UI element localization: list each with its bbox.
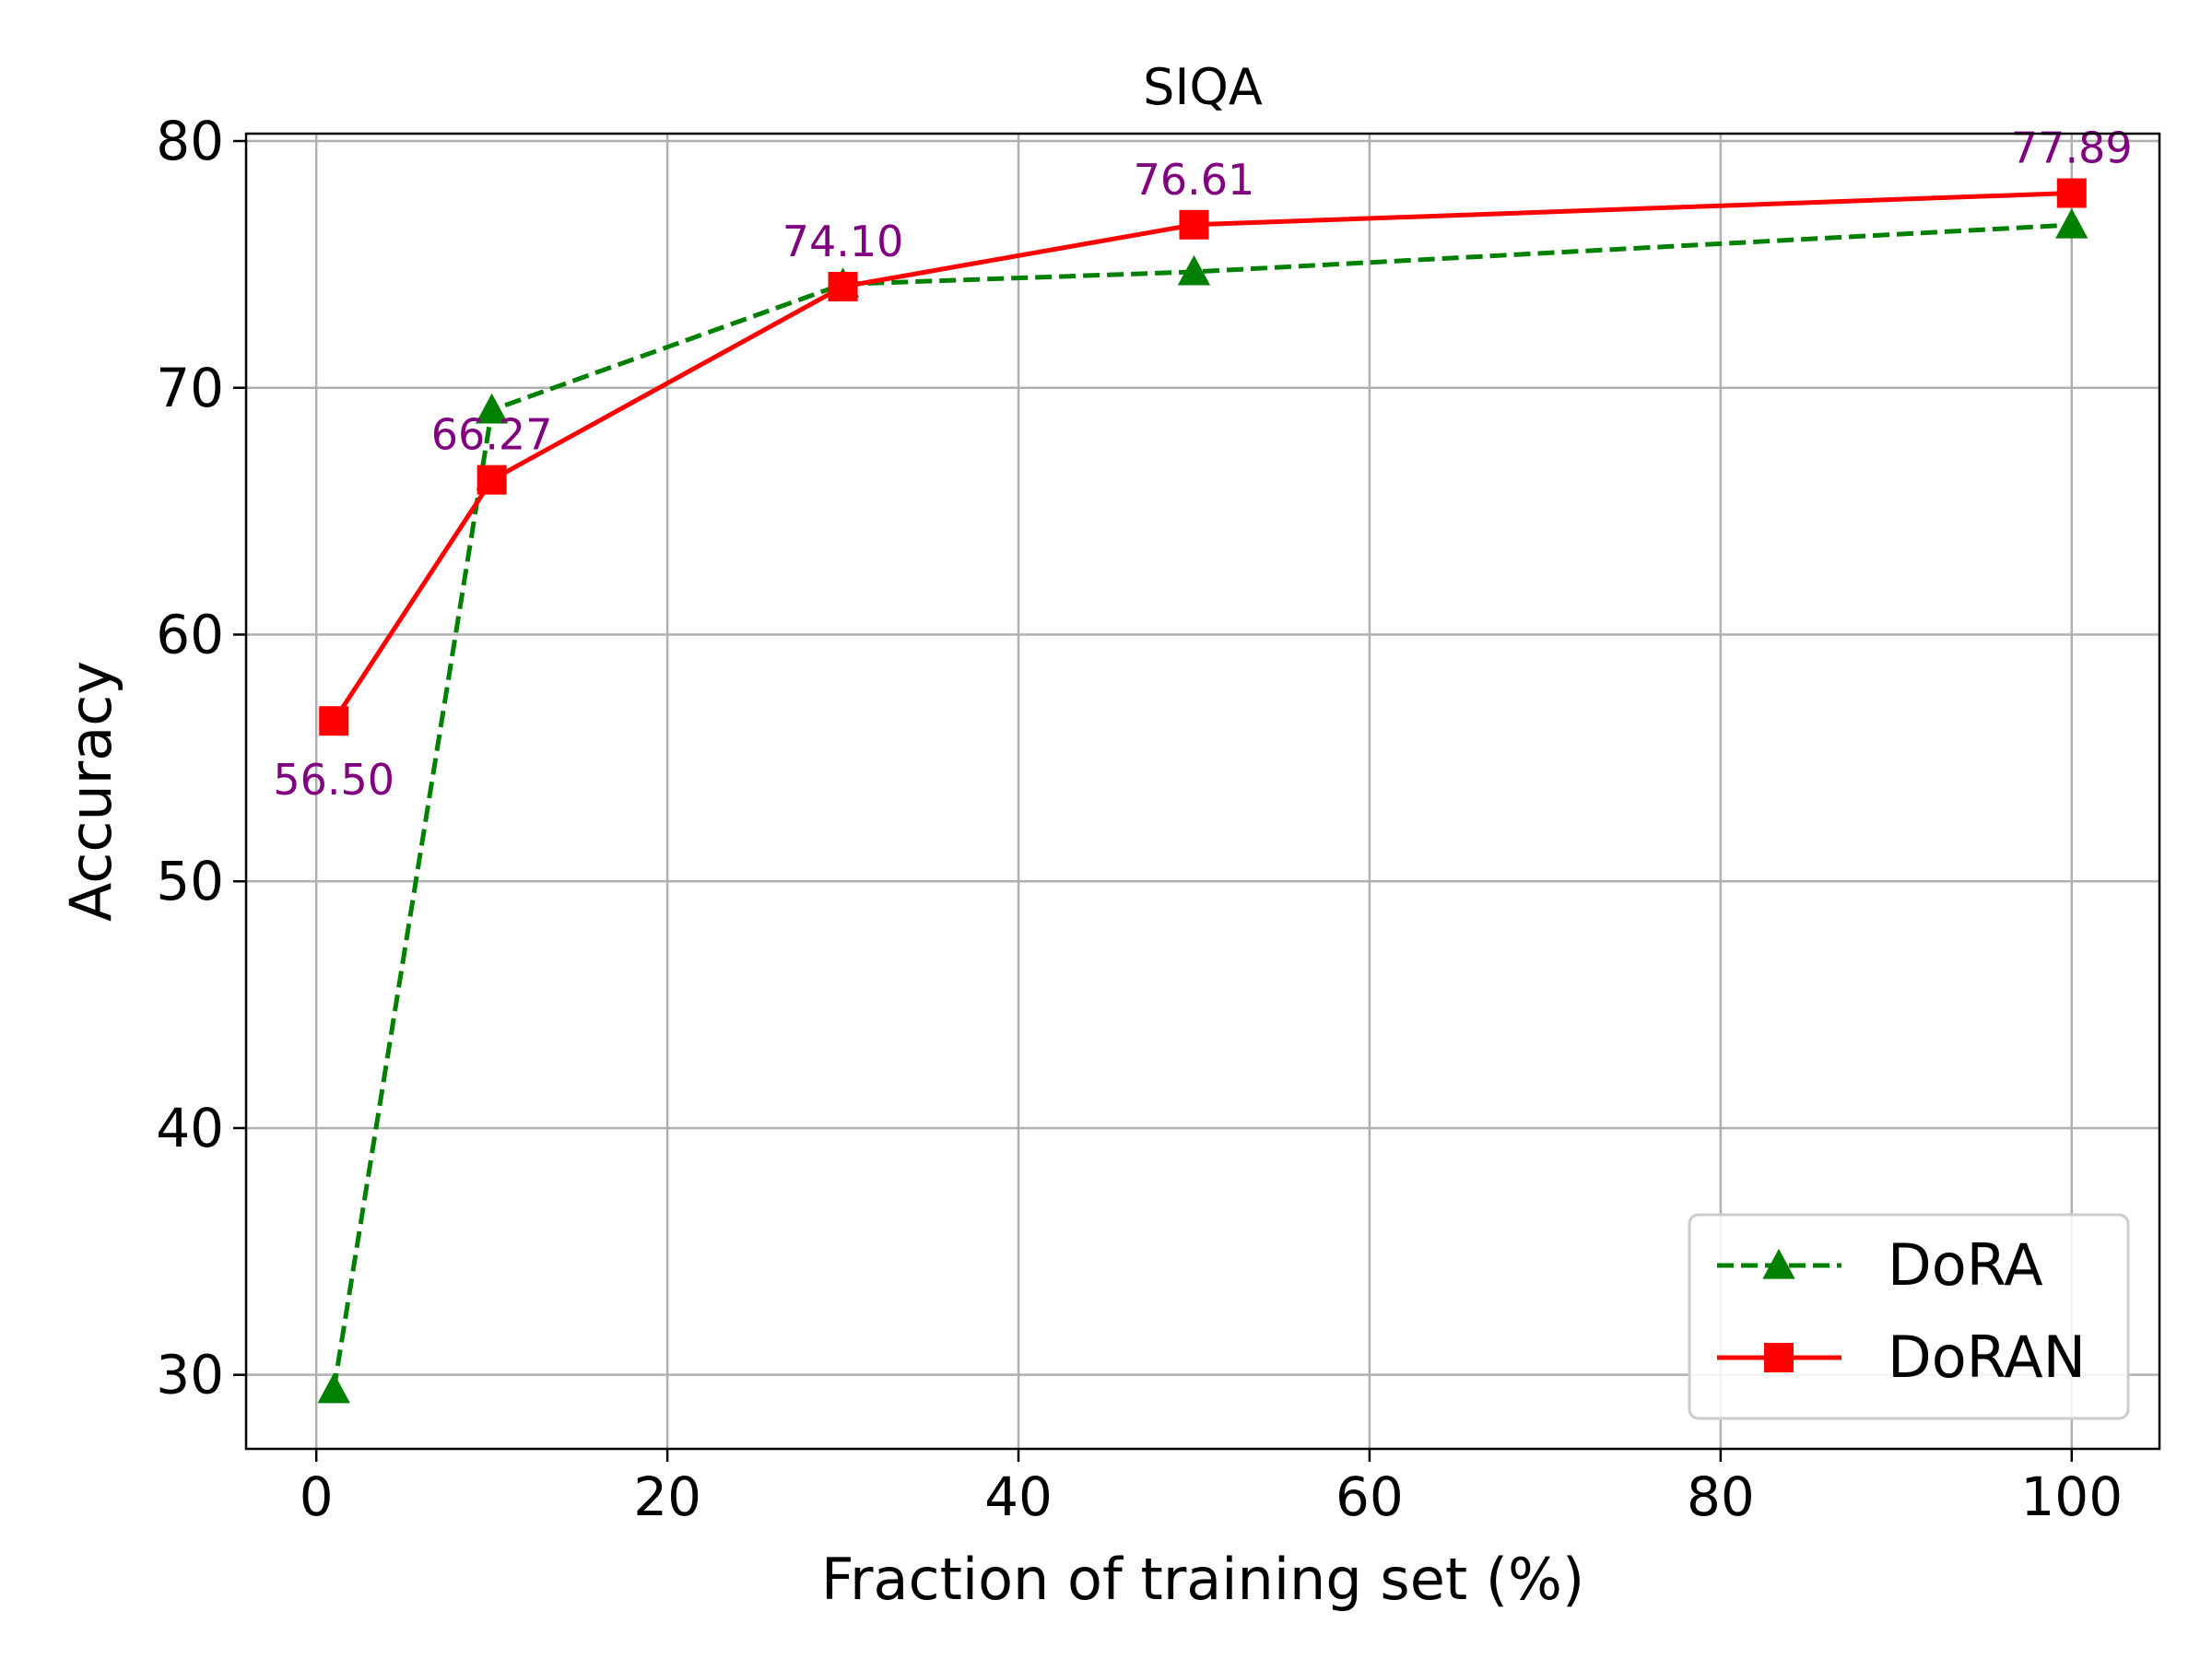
data-label: 76.61: [1134, 155, 1255, 205]
y-tick-label: 60: [156, 603, 224, 665]
data-label: 74.10: [782, 217, 904, 266]
legend-item-dora: DoRA: [1717, 1231, 2043, 1299]
x-tick-label: 40: [984, 1465, 1053, 1528]
plot-frame: [244, 132, 2161, 1451]
point-doran: [2056, 178, 2087, 208]
data-label: 66.27: [431, 410, 553, 460]
axis-ticks: 0 20 40 60 80 100 30 40 50 60 70 80: [156, 110, 2123, 1528]
y-tick-label: 40: [156, 1097, 224, 1159]
point-dora: [317, 1372, 350, 1404]
x-tick-label: 20: [633, 1465, 701, 1528]
legend-label-doran: DoRAN: [1888, 1324, 2086, 1391]
x-tick-label: 60: [1335, 1465, 1404, 1528]
legend-marker-dora: [1762, 1248, 1795, 1279]
point-dora: [475, 393, 509, 424]
point-dora: [1177, 254, 1211, 286]
point-doran: [477, 465, 507, 495]
y-axis-label: Accuracy: [57, 661, 124, 922]
y-tick-label: 50: [156, 850, 224, 912]
series-doran: [319, 178, 2087, 736]
chart-title: SIQA: [1143, 58, 1263, 116]
legend: DoRA DoRAN: [1688, 1213, 2130, 1420]
data-label: 56.50: [273, 755, 394, 805]
legend-marker-doran: [1764, 1343, 1794, 1372]
series-layer: [317, 178, 2088, 1404]
x-tick-label: 80: [1687, 1465, 1755, 1528]
grid-lines: [246, 134, 2159, 1449]
x-axis-label: Fraction of training set (%): [821, 1546, 1584, 1613]
legend-label-dora: DoRA: [1888, 1231, 2043, 1299]
point-doran: [1179, 209, 1209, 240]
point-doran: [319, 706, 349, 736]
y-tick-label: 30: [156, 1344, 224, 1406]
point-doran: [828, 271, 858, 301]
legend-item-doran: DoRAN: [1717, 1324, 2086, 1391]
x-tick-label: 100: [2020, 1465, 2123, 1528]
series-line-dora: [331, 222, 2072, 1391]
data-labels: 56.50 66.27 74.10 76.61 77.89: [273, 124, 2132, 806]
x-tick-label: 0: [300, 1465, 334, 1528]
y-tick-label: 70: [156, 357, 224, 419]
data-label: 77.89: [2011, 124, 2133, 173]
y-tick-label: 80: [156, 110, 224, 172]
point-dora: [2055, 207, 2088, 239]
